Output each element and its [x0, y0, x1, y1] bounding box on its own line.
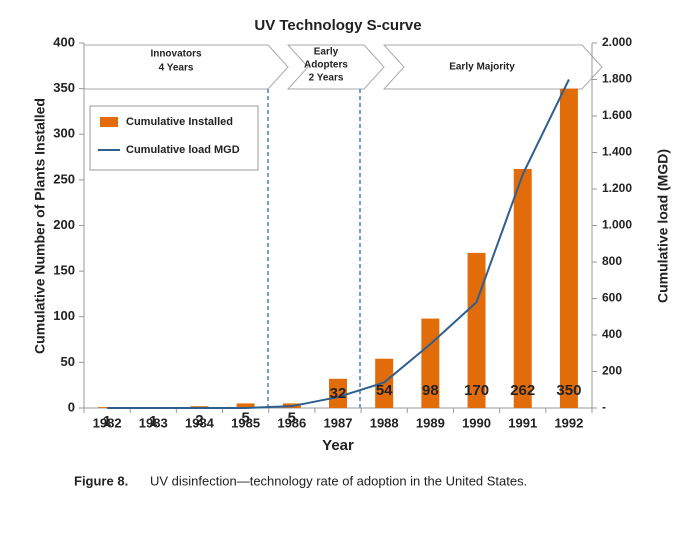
line: [107, 79, 570, 409]
caption-text: UV disinfection—technology rate of adopt…: [150, 473, 527, 488]
data-label: 98: [422, 382, 439, 399]
phase-label: Innovators: [150, 49, 202, 60]
y-tick-label: 250: [53, 171, 75, 186]
phase-label: 4 Years: [159, 63, 194, 74]
x-tick-label: 1986: [277, 415, 306, 430]
x-tick-label: 1984: [185, 415, 215, 430]
y-tick-label: 0: [68, 399, 75, 414]
y2-tick-label: 2.000: [602, 35, 632, 49]
phase-arrow: [382, 44, 603, 90]
y2-tick-label: 1.200: [602, 181, 632, 195]
data-label: 1: [103, 413, 111, 430]
bar: [513, 168, 532, 408]
x-tick-label: 1982: [93, 415, 122, 430]
data-label: 5: [241, 409, 249, 426]
legend-swatch: [100, 117, 118, 127]
x-tick-label: 1988: [370, 415, 399, 430]
y2-tick-label: 1.000: [602, 218, 632, 232]
data-label: 2: [195, 412, 203, 429]
bar: [236, 403, 255, 408]
y2-tick-label: 1.800: [602, 72, 632, 86]
y-tick-label: 350: [53, 80, 75, 95]
y-tick-label: 50: [61, 354, 75, 369]
y2-tick-label: 400: [602, 327, 622, 341]
y-tick-label: 150: [53, 263, 75, 278]
y-tick-label: 200: [53, 217, 75, 232]
phase-label: 2 Years: [309, 73, 344, 84]
caption-label: Figure 8.: [74, 473, 128, 488]
data-label: 262: [510, 382, 535, 399]
data-label: 1: [149, 413, 157, 430]
legend-label: Cumulative Installed: [126, 116, 233, 128]
legend: [89, 105, 259, 171]
data-label: 32: [330, 385, 347, 402]
data-label: 170: [464, 382, 489, 399]
y2-tick-label: 600: [602, 291, 622, 305]
x-tick-label: 1992: [554, 415, 583, 430]
y2-tick-label: -: [602, 400, 606, 414]
data-label: 54: [376, 382, 393, 399]
y-tick-label: 100: [53, 308, 75, 323]
data-label: 350: [556, 382, 581, 399]
phase-arrows: [83, 44, 603, 90]
x-axis-label: Year: [322, 437, 354, 454]
y-tick-label: 400: [53, 34, 75, 49]
phase-label: Early Majority: [449, 62, 515, 73]
legend-label: Cumulative load MGD: [126, 144, 240, 156]
phase-arrow: [286, 44, 385, 90]
y2-tick-label: 800: [602, 254, 622, 268]
phase-label: Adopters: [304, 60, 348, 71]
phase-label: Early: [314, 47, 339, 58]
chart-title: UV Technology S-curve: [254, 17, 421, 34]
y2-tick-label: 200: [602, 364, 622, 378]
bar: [559, 88, 578, 408]
y2-tick-label: 1.400: [602, 145, 632, 159]
x-tick-label: 1985: [231, 415, 260, 430]
y-tick-label: 300: [53, 126, 75, 141]
x-tick-label: 1989: [416, 415, 445, 430]
bar: [329, 378, 347, 408]
y2-tick-label: 1.600: [602, 108, 632, 122]
x-tick-label: 1987: [324, 415, 353, 430]
data-label: 5: [288, 409, 296, 426]
x-tick-label: 1990: [462, 415, 491, 430]
y2-axis-label: Cumulative load (MGD): [655, 149, 671, 303]
x-tick-label: 1991: [508, 415, 537, 430]
y-axis-label: Cumulative Number of Plants Installed: [32, 98, 48, 354]
x-tick-label: 1983: [139, 415, 168, 430]
